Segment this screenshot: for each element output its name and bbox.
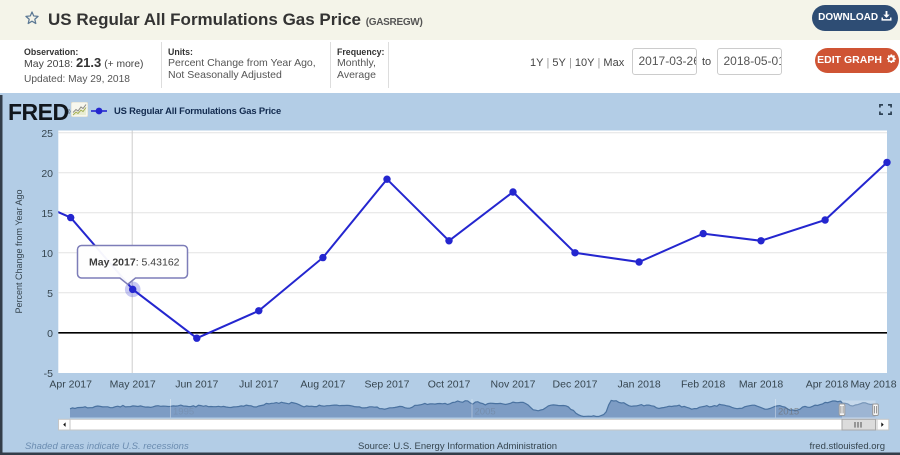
svg-text:25: 25 — [41, 128, 53, 140]
svg-text:Percent Change from Year Ago: Percent Change from Year Ago — [14, 189, 24, 313]
svg-text:5: 5 — [47, 288, 53, 300]
svg-text:0: 0 — [47, 328, 53, 340]
svg-text:15: 15 — [41, 208, 53, 220]
svg-text:2005: 2005 — [475, 407, 496, 418]
svg-text:20: 20 — [41, 168, 53, 180]
svg-text:Dec 2017: Dec 2017 — [553, 379, 598, 391]
svg-text:Apr 2018: Apr 2018 — [806, 379, 849, 391]
svg-text:Jan 2018: Jan 2018 — [617, 379, 660, 391]
svg-text:Mar 2018: Mar 2018 — [739, 379, 784, 391]
svg-text:10: 10 — [41, 248, 53, 260]
svg-text:-5: -5 — [44, 368, 53, 380]
svg-text:May 2017: May 2017 — [110, 379, 156, 391]
svg-text:Oct 2017: Oct 2017 — [428, 379, 471, 391]
svg-text:May 2018: May 2018 — [850, 379, 896, 391]
svg-text:2015: 2015 — [778, 407, 799, 418]
svg-text:Feb 2018: Feb 2018 — [681, 379, 726, 391]
svg-text:1995: 1995 — [173, 407, 194, 418]
svg-text:Aug 2017: Aug 2017 — [300, 379, 345, 391]
svg-text:Apr 2017: Apr 2017 — [49, 379, 92, 391]
svg-text:Jul 2017: Jul 2017 — [239, 379, 279, 391]
svg-text:Nov 2017: Nov 2017 — [491, 379, 536, 391]
svg-text:Jun 2017: Jun 2017 — [175, 379, 218, 391]
svg-text:Sep 2017: Sep 2017 — [365, 379, 410, 391]
svg-text:May 2017: 5.43162: May 2017: 5.43162 — [89, 257, 180, 269]
